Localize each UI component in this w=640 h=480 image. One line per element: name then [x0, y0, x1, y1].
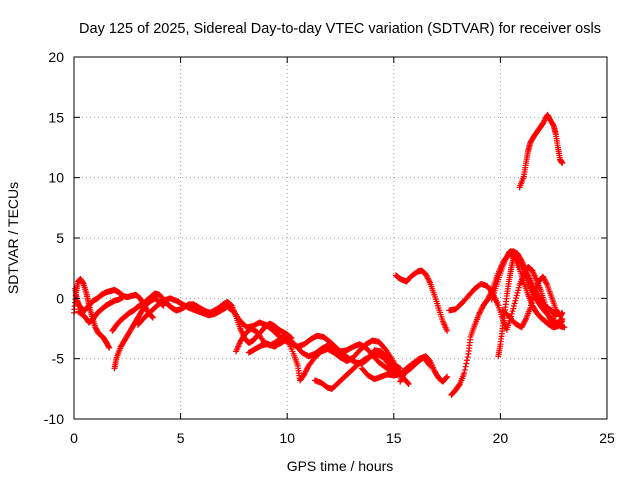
series-arc18 [516, 111, 566, 191]
series-arc1 [71, 276, 113, 351]
y-tick-label: 5 [56, 230, 64, 246]
y-tick-label: 15 [48, 109, 64, 125]
y-tick-label: -5 [52, 351, 65, 367]
data-point [511, 254, 518, 261]
axis-ticks [73, 56, 608, 420]
data-point [561, 324, 568, 331]
x-tick-label: 10 [279, 430, 295, 446]
data-point [508, 310, 515, 317]
data-point [510, 302, 517, 309]
data-point [511, 300, 518, 307]
data-point [464, 354, 471, 361]
series-arc12 [392, 267, 451, 334]
x-tick-label: 15 [386, 430, 402, 446]
data-point [512, 297, 519, 304]
data-point [527, 304, 534, 311]
series-arc2 [72, 285, 156, 321]
data-point [509, 308, 516, 315]
x-tick-labels: 0 5 10 15 20 25 [70, 430, 615, 446]
data-point [106, 344, 113, 351]
data-point [559, 309, 566, 316]
x-axis-label: GPS time / hours [287, 458, 394, 474]
x-tick-label: 5 [177, 430, 185, 446]
series-arc16 [488, 248, 566, 331]
data-point [462, 363, 469, 370]
data-point [530, 294, 537, 301]
y-tick-label: 10 [48, 170, 64, 186]
chart-title: Day 125 of 2025, Sidereal Day-to-day VTE… [79, 21, 601, 37]
data-point [405, 381, 412, 388]
y-axis-label: SDTVAR / TECUs [5, 182, 21, 294]
data-point [514, 289, 521, 296]
data-point [529, 297, 536, 304]
data-point [405, 380, 412, 387]
y-tick-labels: -10 -5 0 5 10 15 20 [44, 49, 64, 427]
data-point [559, 318, 566, 325]
data-point [528, 299, 535, 306]
y-tick-label: 20 [48, 49, 64, 65]
x-tick-label: 25 [599, 430, 615, 446]
data-point [427, 362, 434, 369]
data-points [71, 111, 568, 398]
y-tick-label: 0 [56, 290, 64, 306]
data-point [510, 305, 517, 312]
y-tick-label: -10 [44, 411, 64, 427]
series-arc5 [109, 290, 295, 346]
data-point [558, 319, 565, 326]
series-arc8 [245, 336, 412, 388]
data-point [549, 121, 556, 128]
data-point [444, 327, 451, 334]
x-tick-label: 0 [70, 430, 78, 446]
data-point [527, 302, 534, 309]
data-point [559, 160, 566, 167]
data-point [463, 357, 470, 364]
data-point [120, 294, 127, 301]
data-point [515, 287, 522, 294]
data-point [463, 360, 470, 367]
data-point [444, 373, 451, 380]
series-arc11 [397, 354, 434, 385]
series-arc17 [499, 273, 566, 331]
data-point [443, 374, 450, 381]
data-point [149, 313, 156, 320]
data-point [530, 291, 537, 298]
x-tick-label: 20 [493, 430, 509, 446]
series-arc3 [75, 294, 127, 326]
data-point [513, 292, 520, 299]
data-point [461, 366, 468, 373]
data-point [461, 370, 468, 377]
data-point [515, 284, 522, 291]
data-point [513, 295, 520, 302]
data-point [149, 314, 156, 321]
